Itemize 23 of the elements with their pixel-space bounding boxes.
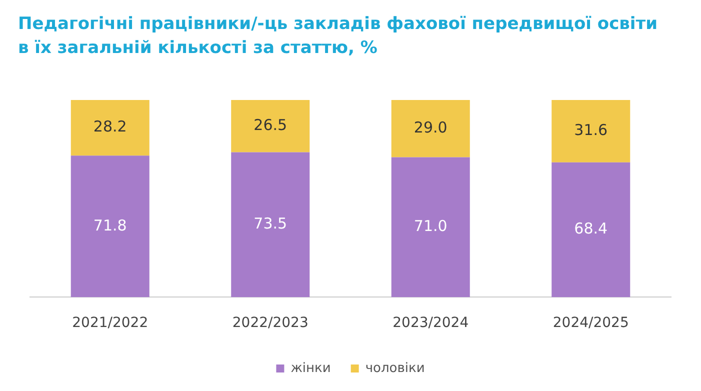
bar xyxy=(231,152,310,298)
bar xyxy=(231,100,310,152)
data-label: 71.0 xyxy=(414,217,448,236)
x-tick-label: 2023/2024 xyxy=(392,315,469,332)
x-tick-label: 2021/2022 xyxy=(72,315,148,332)
data-label: 71.8 xyxy=(93,216,127,234)
data-label: 29.0 xyxy=(414,118,448,136)
data-label: 73.5 xyxy=(254,214,288,233)
bar xyxy=(552,100,630,162)
bar xyxy=(391,157,470,298)
legend-label: чоловіки xyxy=(365,360,425,376)
bar xyxy=(70,156,150,298)
x-tick-label: 2024/2025 xyxy=(552,315,629,332)
bar xyxy=(552,162,630,298)
bar xyxy=(70,100,150,156)
bar xyxy=(391,100,470,158)
data-label: 68.4 xyxy=(574,220,608,238)
data-label: 31.6 xyxy=(574,121,608,140)
x-tick-label: 2022/2023 xyxy=(232,315,308,332)
data-label: 28.2 xyxy=(93,118,127,136)
legend-label: жінки xyxy=(290,360,331,376)
chart-title: Педагогічні працівники/-ць закладів фахової передвищої освіти в їх загальній кількості за статтю, % xyxy=(18,13,658,60)
data-label: 26.5 xyxy=(254,116,288,134)
